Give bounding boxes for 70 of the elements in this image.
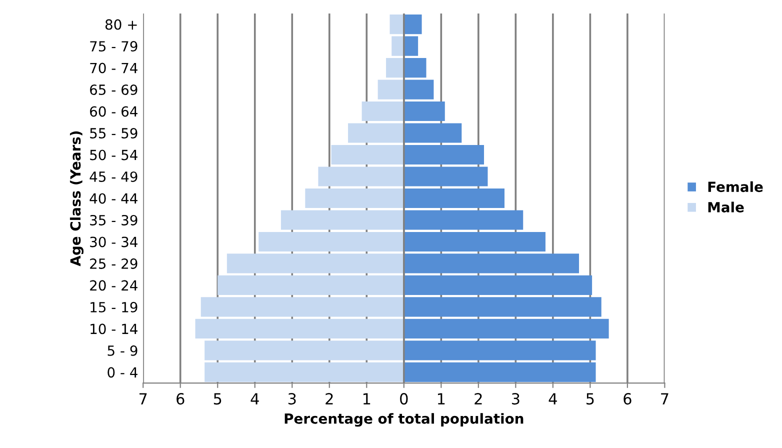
legend-label: Male <box>708 202 744 212</box>
y-tick-label: 70 - 74 <box>90 62 138 74</box>
bar <box>404 232 546 252</box>
bar <box>404 297 602 317</box>
bar <box>404 101 445 122</box>
x-tick-label: 7 <box>140 393 147 404</box>
x-tick-label: 3 <box>512 393 520 405</box>
x-tick-label: 6 <box>176 393 184 405</box>
x-tick-label: 1 <box>438 393 445 404</box>
x-tick-label: 2 <box>474 393 482 404</box>
bar <box>348 123 404 143</box>
bar <box>404 340 596 360</box>
y-tick-label: 5 - 9 <box>108 345 138 356</box>
y-tick-label: 50 - 54 <box>90 150 138 160</box>
bar <box>392 36 404 56</box>
y-tick-label: 40 - 44 <box>90 193 138 204</box>
bar <box>280 210 404 230</box>
bar <box>404 210 524 230</box>
y-tick-label: 10 - 14 <box>90 324 138 334</box>
bar <box>404 123 462 143</box>
bar <box>318 166 404 186</box>
bar <box>404 188 504 208</box>
bar <box>204 362 404 382</box>
bar <box>204 340 404 360</box>
bar <box>390 14 404 34</box>
x-tick-label: 6 <box>624 393 632 405</box>
y-tick-label: 60 - 64 <box>90 106 138 117</box>
bar <box>404 275 592 295</box>
x-tick-label: 0 <box>400 393 408 405</box>
y-tick-label: 30 - 34 <box>90 236 138 248</box>
bar <box>404 362 596 382</box>
y-tick-label: 15 - 19 <box>90 302 138 312</box>
y-tick-label: 55 - 59 <box>90 128 138 138</box>
y-tick-label: 45 - 49 <box>90 171 138 182</box>
bar <box>218 275 404 295</box>
y-tick-label: 0 - 4 <box>108 367 138 378</box>
x-tick-label: 3 <box>288 393 296 405</box>
y-tick-label: 65 - 69 <box>90 84 138 96</box>
x-tick-label: 5 <box>586 393 594 405</box>
x-tick-label: 2 <box>326 393 333 404</box>
bar <box>200 297 404 317</box>
x-axis-title: Percentage of total population <box>284 413 524 427</box>
x-tick-label: 4 <box>548 393 557 404</box>
bar <box>404 58 426 78</box>
y-tick-label: 20 - 24 <box>90 280 138 291</box>
bar <box>404 254 580 274</box>
bar <box>404 36 418 56</box>
legend-label: Female <box>708 181 763 192</box>
y-axis-title: Age Class (Years) <box>70 131 84 266</box>
bar <box>226 254 404 274</box>
bar <box>404 80 434 100</box>
y-tick-label: 25 - 29 <box>90 258 138 269</box>
bar <box>404 144 484 165</box>
bar <box>378 80 404 100</box>
bar <box>386 58 404 78</box>
x-tick-label: 7 <box>661 393 668 404</box>
x-tick-label: 4 <box>250 393 259 404</box>
y-tick-label: 80 + <box>105 19 137 30</box>
y-tick-label: 75 - 79 <box>90 41 138 52</box>
x-tick-label: 1 <box>363 393 370 404</box>
bar <box>331 144 404 165</box>
y-tick-label: 35 - 39 <box>90 214 138 226</box>
bar <box>404 166 488 186</box>
bar <box>362 101 404 122</box>
bar <box>195 318 404 338</box>
x-tick-label: 5 <box>214 393 222 405</box>
bar <box>305 188 404 208</box>
bar <box>404 318 609 338</box>
bar <box>258 232 404 252</box>
bar <box>404 14 422 34</box>
